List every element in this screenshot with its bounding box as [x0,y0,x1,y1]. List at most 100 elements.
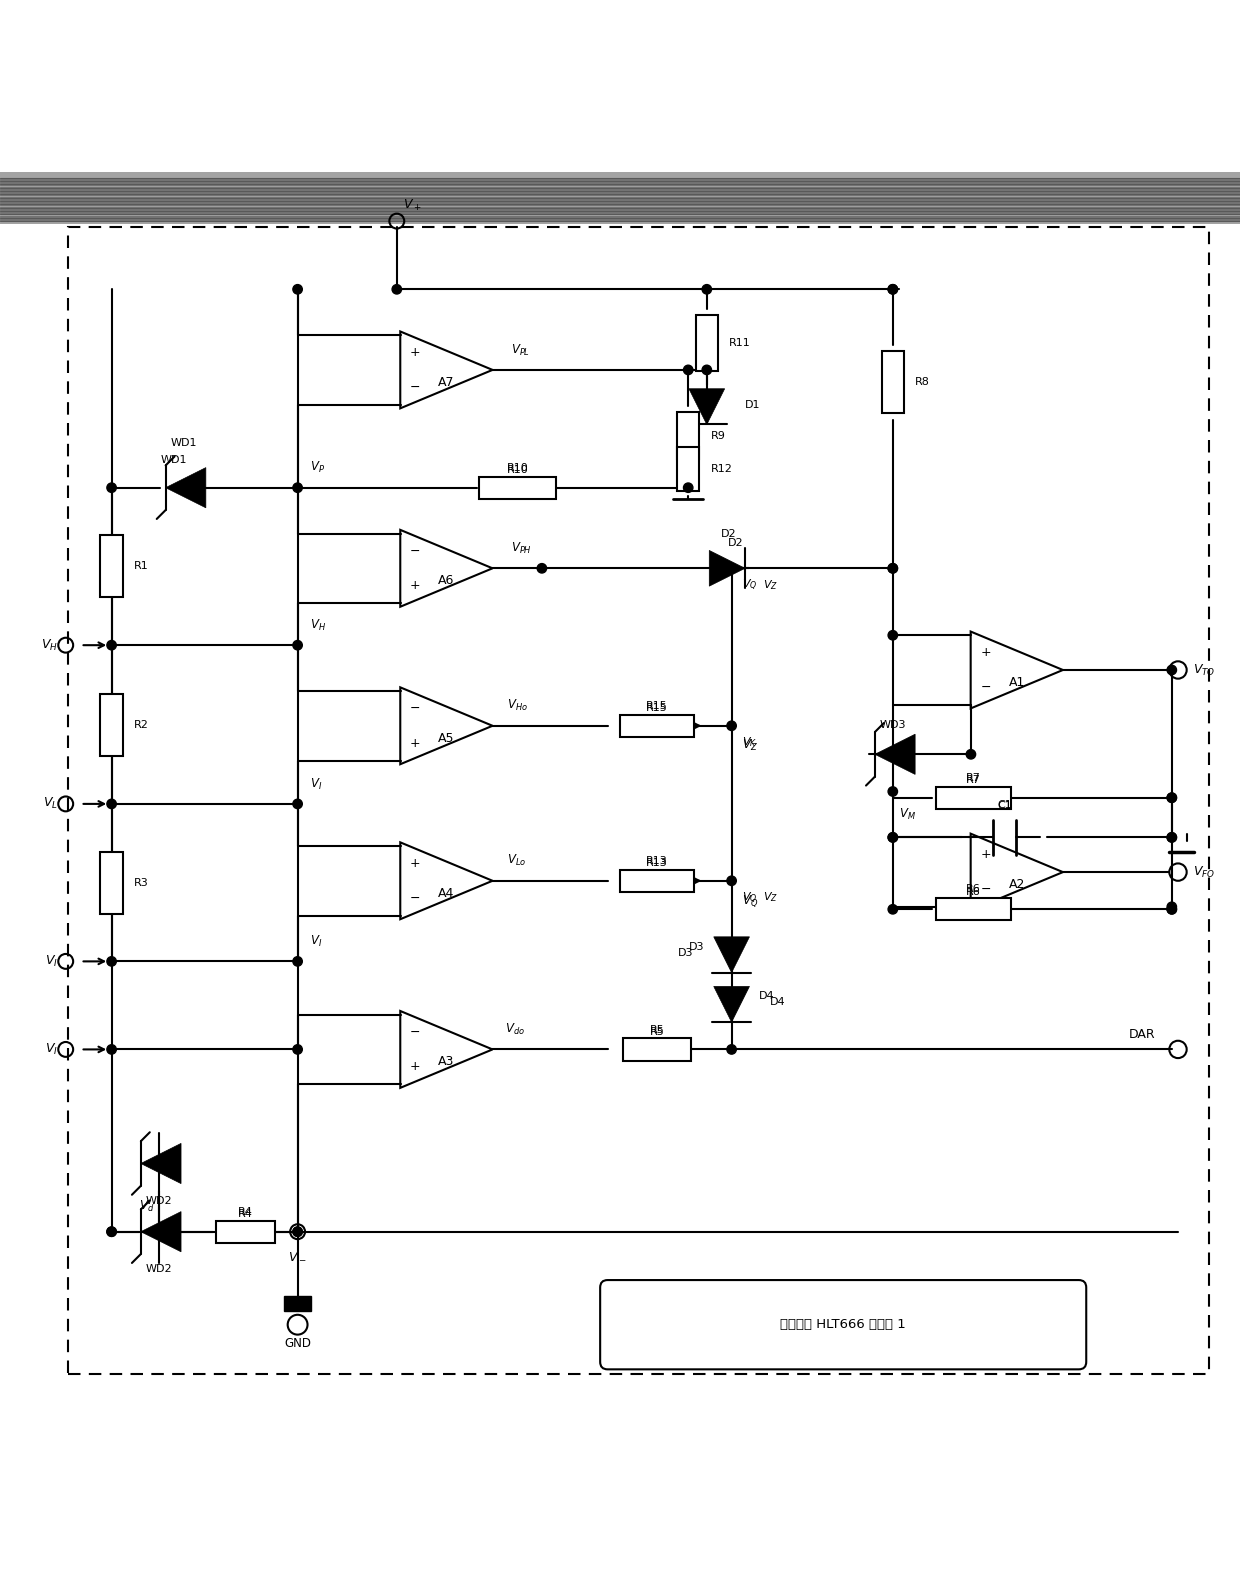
Text: $V_{FO}$: $V_{FO}$ [1193,864,1215,880]
Text: $V_H$: $V_H$ [41,638,58,652]
Text: R6: R6 [966,886,981,898]
Circle shape [888,285,898,294]
Bar [882,351,904,413]
Text: C1: C1 [997,801,1012,812]
Bar [620,714,694,738]
Text: A3: A3 [438,1056,455,1069]
Text: A6: A6 [438,575,455,587]
Text: $V_H$: $V_H$ [310,617,326,633]
Bar [284,1296,311,1311]
Circle shape [888,285,898,294]
Circle shape [293,799,303,809]
Text: R11: R11 [729,337,751,348]
Text: $V_d$: $V_d$ [139,1200,154,1214]
Text: WD2: WD2 [145,1195,172,1206]
Polygon shape [166,467,206,508]
Text: $V_L$: $V_L$ [43,796,58,812]
Text: $V_Q$: $V_Q$ [742,578,756,594]
Bar [936,787,1011,809]
FancyBboxPatch shape [600,1281,1086,1369]
Text: −: − [410,701,420,716]
Text: R15: R15 [646,703,668,714]
Circle shape [1167,902,1177,912]
Text: A2: A2 [1008,879,1025,891]
Circle shape [107,483,117,492]
Text: R8: R8 [915,377,930,388]
Text: C1: C1 [997,799,1012,810]
Circle shape [1167,665,1177,674]
Polygon shape [714,986,749,1023]
Circle shape [727,1045,737,1054]
Text: D2: D2 [728,538,743,548]
Text: $V_K$: $V_K$ [742,736,756,749]
Text: $V_+$: $V_+$ [403,198,422,212]
Text: +: + [410,856,420,871]
Text: R4: R4 [238,1206,253,1217]
Text: R9: R9 [711,431,725,440]
Circle shape [293,641,303,651]
Circle shape [107,1227,117,1236]
Bar [620,869,694,891]
Circle shape [702,366,712,375]
Text: R7: R7 [966,776,981,785]
Text: $V_{TO}$: $V_{TO}$ [1193,662,1215,678]
Text: A5: A5 [438,731,455,744]
Text: −: − [410,545,420,557]
Text: $V_Q$: $V_Q$ [742,891,756,905]
Bar [677,446,699,491]
Circle shape [888,904,898,913]
Circle shape [107,956,117,966]
Text: −: − [410,891,420,904]
Text: R10: R10 [507,462,528,473]
Text: GND: GND [284,1336,311,1350]
Circle shape [107,1045,117,1054]
Text: R13: R13 [646,858,668,869]
Polygon shape [141,1211,181,1252]
Text: $V_Z$: $V_Z$ [742,738,758,754]
Bar [100,852,123,913]
Text: R1: R1 [134,562,149,571]
Text: $V_Q$: $V_Q$ [742,893,758,909]
Circle shape [1167,904,1177,913]
Circle shape [1167,833,1177,842]
Text: +: + [410,347,420,359]
Text: −: − [981,681,991,693]
Polygon shape [714,937,749,972]
Circle shape [727,564,737,573]
Text: WD1: WD1 [160,456,187,465]
Text: WD1: WD1 [170,438,197,448]
Circle shape [888,630,898,640]
Text: D2: D2 [722,529,737,538]
Text: R3: R3 [134,877,149,888]
Text: A7: A7 [438,375,455,389]
Text: A1: A1 [1008,676,1025,689]
Circle shape [392,285,402,294]
Text: −: − [981,883,991,896]
Text: R4: R4 [238,1209,253,1219]
Circle shape [966,750,976,758]
Text: $V_I$: $V_I$ [310,934,322,948]
Bar [936,898,1011,920]
Polygon shape [689,389,724,424]
Text: $V_{Lo}$: $V_{Lo}$ [507,853,527,869]
Text: $V_Z$: $V_Z$ [763,891,777,904]
Circle shape [888,787,898,796]
Bar [100,693,123,755]
Text: R7: R7 [966,773,981,784]
Text: R15: R15 [646,701,668,711]
Text: $V_Z$: $V_Z$ [763,578,777,592]
Text: R12: R12 [711,464,733,473]
Text: D4: D4 [759,991,775,1000]
Circle shape [888,750,898,758]
Text: −: − [410,1026,420,1038]
Circle shape [537,564,547,573]
Circle shape [293,483,303,492]
Text: $V_P$: $V_P$ [310,461,325,475]
Circle shape [727,722,737,730]
Bar [100,535,123,597]
Text: R6: R6 [966,885,981,894]
Circle shape [1167,904,1177,913]
Text: WD2: WD2 [145,1263,172,1274]
Bar [696,315,718,370]
Text: $V_-$: $V_-$ [288,1249,308,1262]
